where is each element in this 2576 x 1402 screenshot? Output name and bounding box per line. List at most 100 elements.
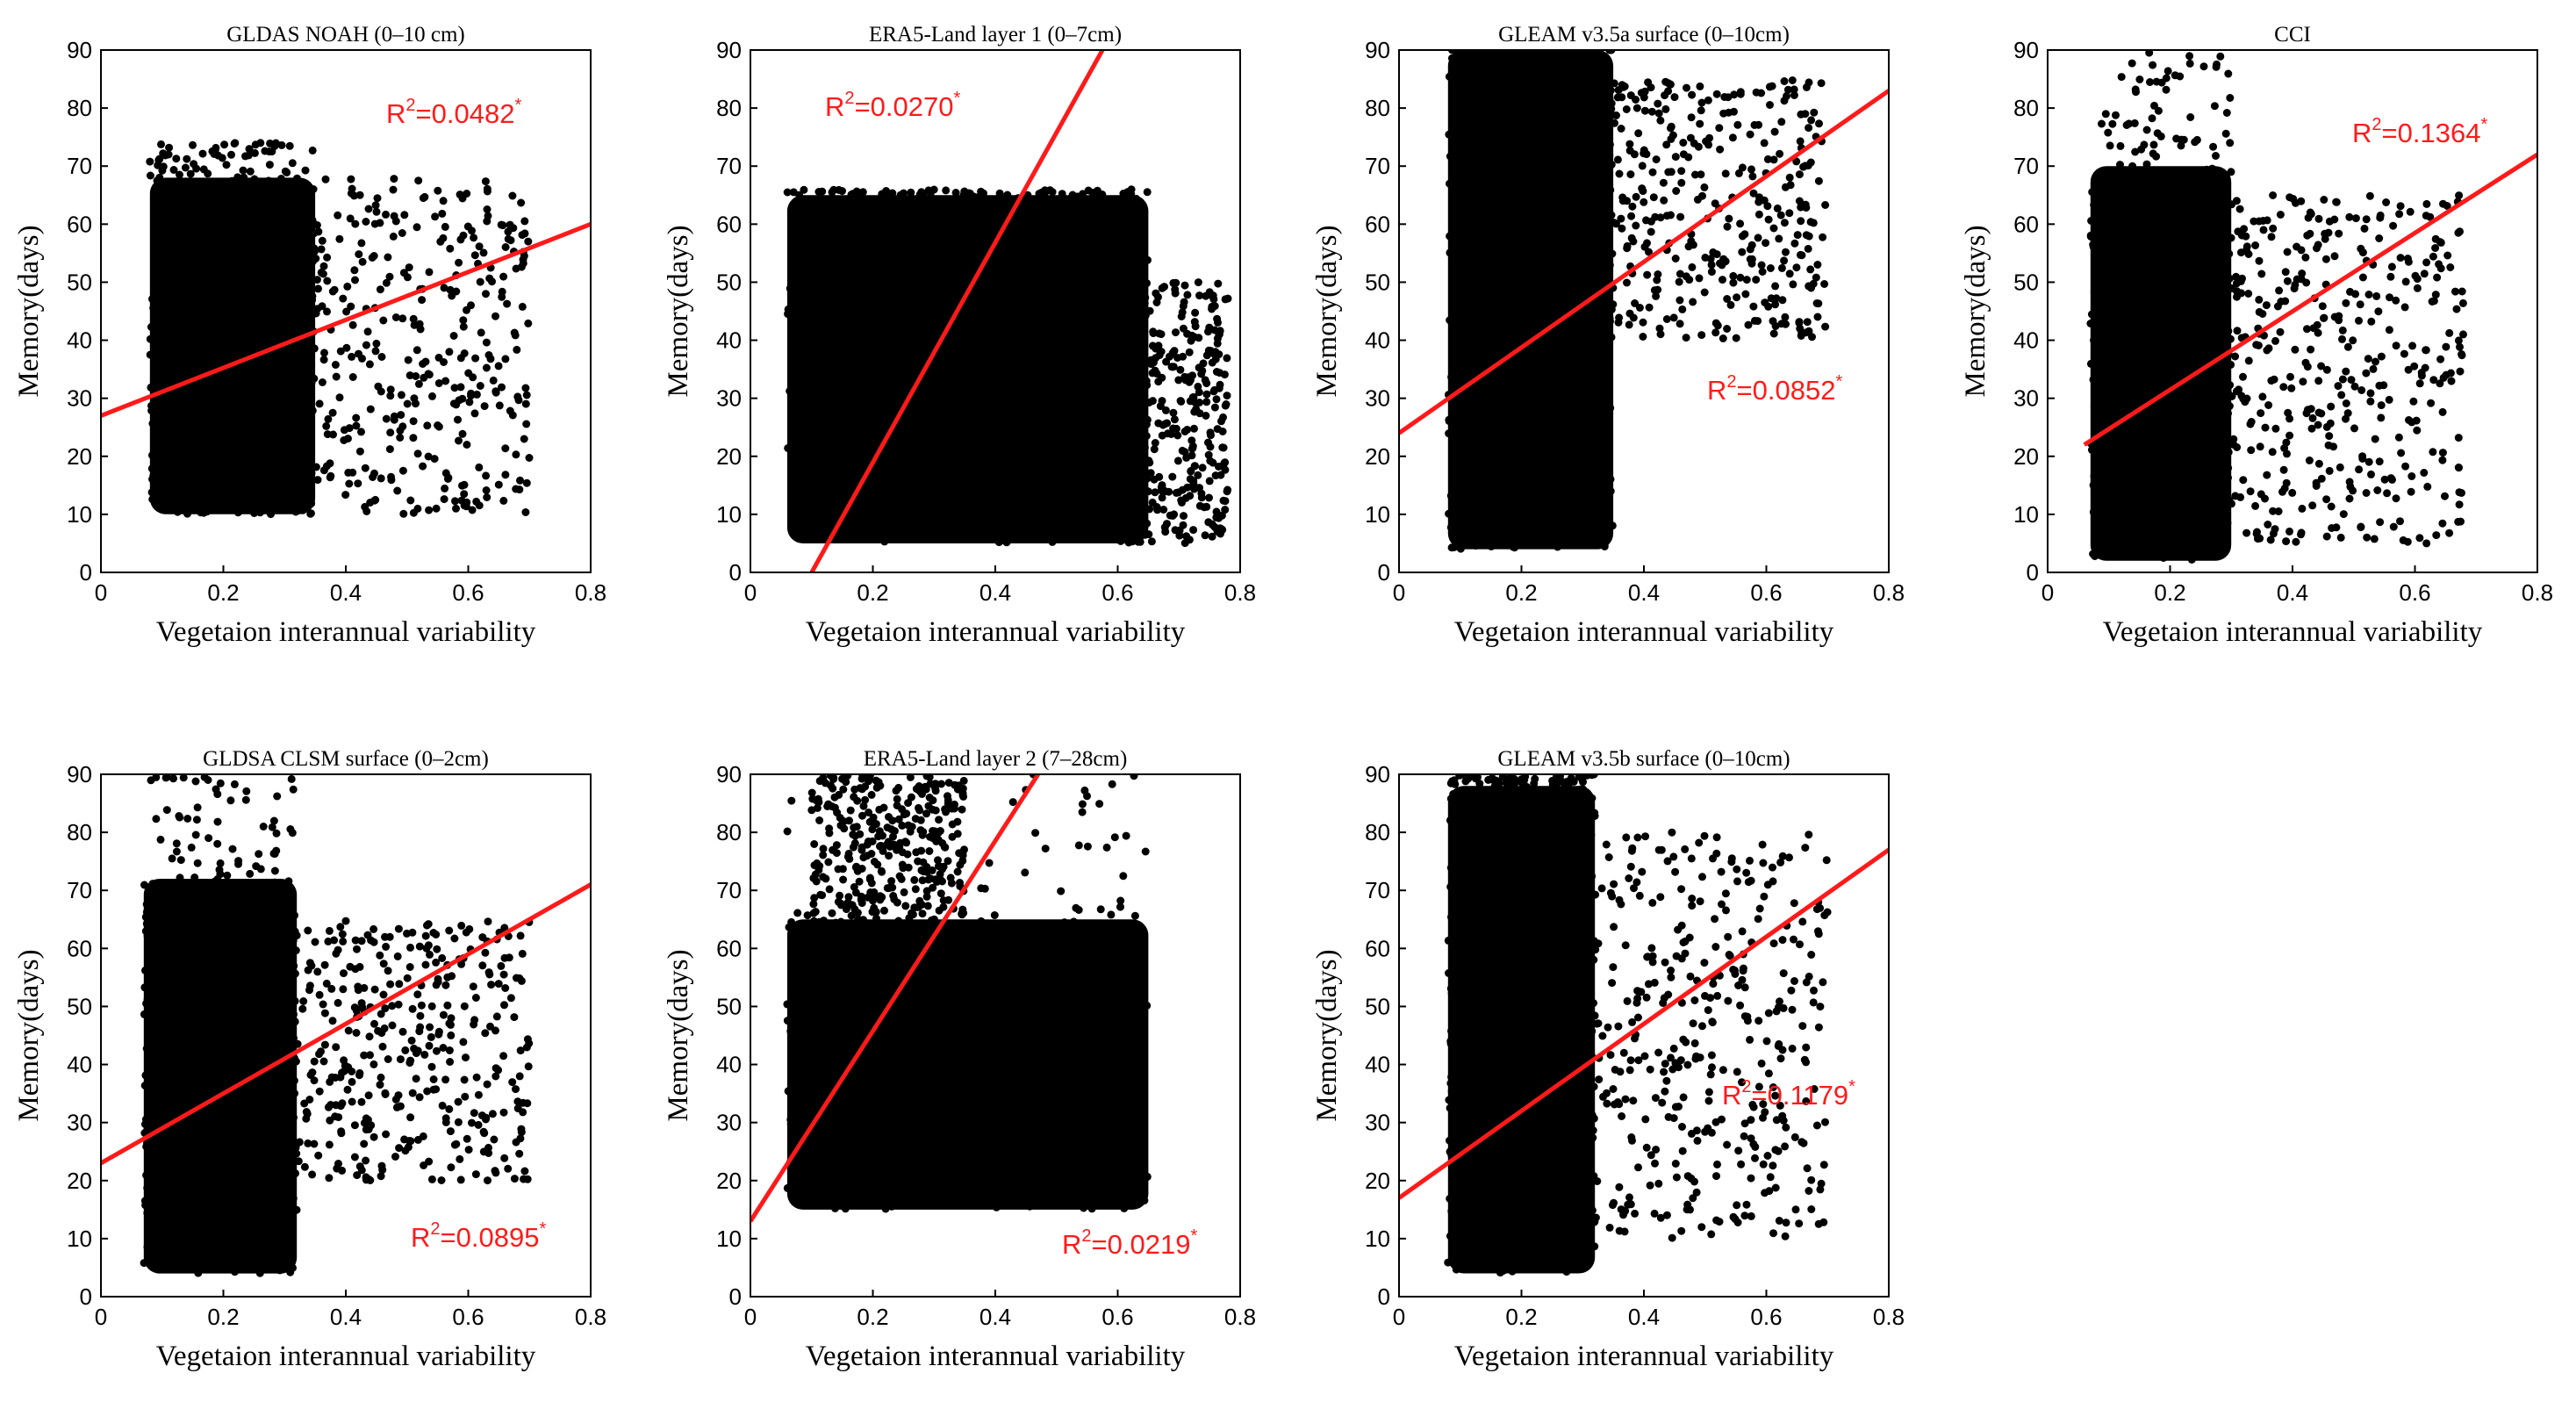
data-point xyxy=(1087,520,1096,528)
data-point xyxy=(941,468,950,477)
data-point xyxy=(2089,481,2098,490)
data-point xyxy=(2287,384,2296,392)
data-point xyxy=(910,370,919,378)
data-point xyxy=(1806,265,1815,274)
data-point xyxy=(2182,285,2191,294)
data-point xyxy=(1773,204,1782,212)
data-point xyxy=(992,513,1001,521)
data-point xyxy=(1496,239,1504,248)
data-point xyxy=(903,275,912,284)
data-point xyxy=(1485,474,1494,483)
data-point xyxy=(2164,403,2173,412)
data-point xyxy=(382,278,391,287)
data-point xyxy=(265,386,274,395)
data-point xyxy=(1547,149,1556,158)
data-point xyxy=(1518,412,1527,421)
data-point xyxy=(300,248,309,255)
data-point xyxy=(2305,457,2314,464)
data-point xyxy=(820,481,828,490)
data-point xyxy=(809,230,818,239)
data-point xyxy=(241,1262,250,1270)
data-point xyxy=(2314,214,2323,223)
data-point xyxy=(922,328,931,337)
data-point xyxy=(204,1111,212,1119)
data-point xyxy=(802,213,811,222)
data-point xyxy=(2106,447,2114,456)
data-point xyxy=(2163,421,2172,430)
data-point xyxy=(1116,457,1125,466)
data-point xyxy=(917,227,926,236)
data-point xyxy=(1446,152,1454,161)
data-point xyxy=(2180,427,2189,435)
data-point xyxy=(231,1149,240,1158)
data-point xyxy=(1648,168,1657,176)
data-point xyxy=(1102,298,1111,306)
data-point xyxy=(1105,226,1114,234)
data-point xyxy=(1075,356,1084,365)
data-point xyxy=(1711,328,1720,337)
data-point xyxy=(2244,356,2253,365)
data-point xyxy=(951,208,959,217)
data-point xyxy=(265,161,274,169)
data-point xyxy=(1071,265,1080,274)
data-point xyxy=(336,347,345,356)
data-point xyxy=(1161,528,1170,536)
data-point xyxy=(1003,328,1012,337)
data-point xyxy=(1804,244,1812,253)
data-point xyxy=(410,320,419,329)
data-point xyxy=(245,909,254,917)
data-point xyxy=(231,429,240,438)
data-point xyxy=(257,1162,266,1171)
r-squared-label: R2=0.1364* xyxy=(2352,115,2487,148)
data-point xyxy=(190,366,198,375)
r2-value: =0.1364 xyxy=(2382,118,2481,148)
data-point xyxy=(147,402,156,411)
data-point xyxy=(1461,133,1470,141)
data-point xyxy=(233,913,242,922)
data-point xyxy=(1559,336,1568,345)
data-point xyxy=(2145,250,2154,259)
data-point xyxy=(322,462,331,471)
data-point xyxy=(2113,431,2122,440)
data-point xyxy=(2208,476,2217,485)
data-point xyxy=(363,327,372,336)
data-point xyxy=(1565,452,1574,461)
data-point xyxy=(217,318,226,327)
data-point xyxy=(1580,392,1589,400)
y-tick-label: 10 xyxy=(1365,501,1390,528)
data-point xyxy=(984,271,993,280)
data-point xyxy=(888,219,897,227)
data-point xyxy=(1139,355,1148,363)
data-point xyxy=(1590,133,1599,141)
data-point xyxy=(264,176,273,185)
data-point xyxy=(2218,498,2227,507)
data-point xyxy=(1729,271,1738,280)
data-point xyxy=(2155,296,2163,305)
data-point xyxy=(1723,325,1732,333)
data-point xyxy=(823,295,832,304)
data-point xyxy=(886,209,894,218)
data-point xyxy=(2365,191,2374,200)
data-point xyxy=(1090,273,1098,282)
data-point xyxy=(1560,154,1568,162)
data-point xyxy=(2224,409,2232,418)
data-point xyxy=(1539,50,1548,54)
data-point xyxy=(966,449,974,457)
data-point xyxy=(2165,487,2174,495)
data-point xyxy=(296,276,305,284)
data-point xyxy=(217,209,225,218)
data-point xyxy=(2120,184,2129,193)
x-tick-label: 0.8 xyxy=(1873,579,1905,606)
data-point xyxy=(2247,446,2256,455)
data-point xyxy=(2269,529,2278,538)
data-point xyxy=(233,1010,242,1018)
data-point xyxy=(1544,535,1553,543)
data-point xyxy=(2095,439,2104,448)
data-point xyxy=(2142,468,2150,477)
data-point xyxy=(938,263,946,271)
data-point xyxy=(1549,205,1558,213)
data-point xyxy=(1473,441,1482,449)
data-point xyxy=(2124,210,2133,219)
data-point xyxy=(1132,414,1141,423)
